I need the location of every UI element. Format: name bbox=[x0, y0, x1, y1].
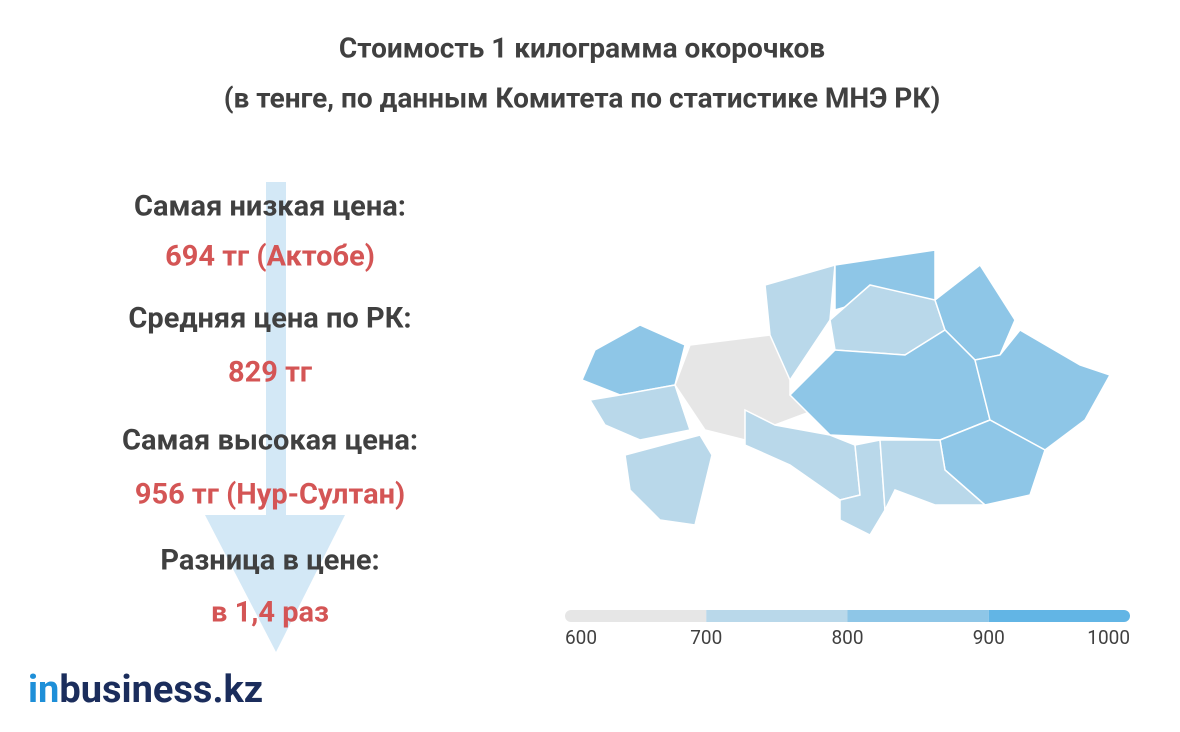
stat-value: 694 тг (Актобе) bbox=[165, 240, 375, 274]
legend-bin bbox=[847, 610, 989, 622]
map bbox=[581, 249, 1112, 536]
region bbox=[879, 439, 987, 513]
stat-value: 956 тг (Нур-Султан) bbox=[135, 478, 405, 512]
legend-tick-label: 600 bbox=[565, 626, 597, 649]
legend-tick-label: 700 bbox=[690, 626, 722, 649]
legend-bin bbox=[565, 610, 707, 622]
stat-label: Самая высокая цена: bbox=[122, 424, 418, 458]
stat-label: Разница в цене: bbox=[160, 544, 379, 578]
stat-label: Средняя цена по РК: bbox=[128, 302, 411, 336]
legend-tick-label: 900 bbox=[973, 626, 1005, 649]
legend-tick-label: 800 bbox=[831, 626, 863, 649]
legend-tick-label: 1000 bbox=[1087, 626, 1130, 649]
legend: 600 700 800 900 1000 bbox=[565, 610, 1130, 649]
region bbox=[588, 384, 691, 441]
logo: inbusiness.kz bbox=[28, 668, 263, 712]
subtitle: (в тенге, по данным Комитета по статисти… bbox=[224, 81, 941, 114]
logo-rest: business.kz bbox=[59, 668, 263, 712]
stats: Самая низкая цена: 694 тг (Актобе) Средняя… bbox=[122, 190, 418, 630]
logo-prefix: in bbox=[28, 668, 59, 712]
title: Стоимость 1 килограмма окорочков bbox=[339, 31, 825, 64]
stat-label: Самая низкая цена: bbox=[134, 190, 406, 224]
arrow bbox=[205, 182, 345, 652]
region bbox=[764, 263, 836, 382]
stat-value: 829 тг bbox=[228, 356, 313, 390]
legend-bin bbox=[706, 610, 848, 622]
region bbox=[581, 324, 686, 396]
stat-value: в 1,4 раз bbox=[211, 596, 329, 630]
region bbox=[624, 434, 713, 526]
legend-bin bbox=[988, 610, 1130, 622]
